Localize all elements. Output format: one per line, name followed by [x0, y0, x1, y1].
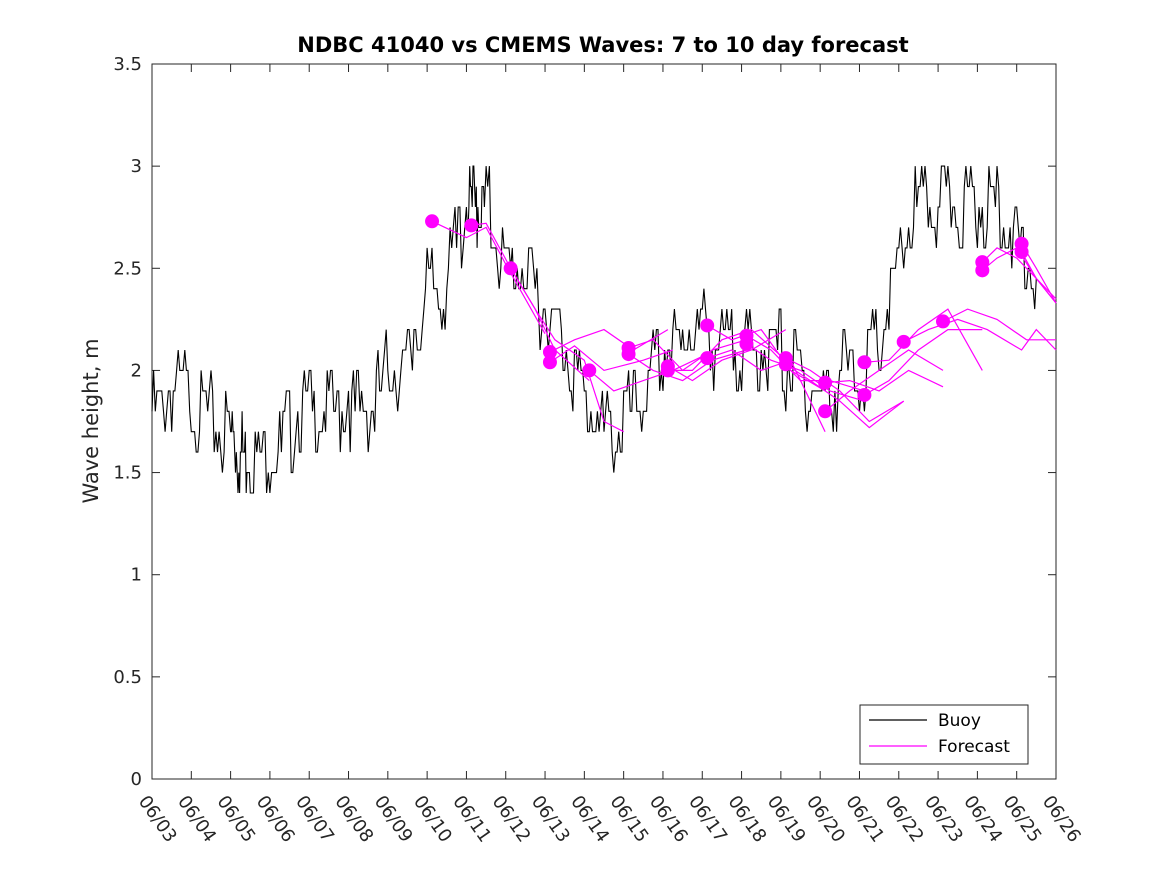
forecast-start-point	[857, 387, 872, 402]
forecast-start-point	[1014, 244, 1029, 259]
y-tick-label: 1	[131, 565, 142, 586]
forecast-start-point	[700, 351, 715, 366]
forecast-start-point	[739, 336, 754, 351]
forecast-line	[549, 345, 673, 372]
legend: Buoy Forecast	[859, 704, 1029, 765]
forecast-start-point	[778, 357, 793, 372]
forecast-line	[785, 357, 905, 423]
y-tick-label: 2.5	[113, 258, 142, 279]
y-tick-label: 3	[131, 156, 142, 177]
forecast-line	[864, 329, 983, 396]
forecast-start-point	[896, 334, 911, 349]
y-tick-label: 0.5	[113, 667, 142, 688]
forecast-start-point	[582, 363, 597, 378]
y-tick-label: 3.5	[113, 54, 142, 75]
forecast-line	[824, 349, 944, 412]
forecast-line	[667, 328, 787, 371]
chart-title: NDBC 41040 vs CMEMS Waves: 7 to 10 day f…	[297, 33, 908, 57]
forecast-start-point	[975, 263, 990, 278]
forecast-line	[549, 328, 669, 353]
forecast-start-point	[818, 375, 833, 390]
forecast-line	[431, 220, 546, 334]
forecast-line	[707, 349, 826, 432]
forecast-line	[825, 369, 944, 392]
y-axis-label: Wave height, m	[79, 338, 103, 503]
forecast-start-point	[621, 347, 636, 362]
forecast-line	[628, 349, 747, 382]
y-tick-label: 1.5	[113, 463, 142, 484]
buoy-line	[151, 165, 1037, 494]
forecast-line	[942, 308, 1056, 341]
y-tick-label: 0	[131, 769, 142, 790]
legend-buoy-label: Buoy	[938, 711, 981, 731]
forecast-start-point	[818, 404, 833, 419]
forecast-line	[1021, 251, 1057, 300]
forecast-start-point	[425, 214, 440, 229]
forecast-start-point	[700, 318, 715, 333]
forecast-line	[746, 335, 865, 392]
legend-forecast-label: Forecast	[938, 737, 1010, 757]
forecast-start-point	[464, 218, 479, 233]
forecast-line	[706, 324, 826, 392]
forecast-start-point	[503, 261, 518, 276]
forecast-line	[785, 363, 905, 429]
forecast-start-point	[542, 345, 557, 360]
forecast-line	[510, 267, 624, 433]
forecast-line	[588, 353, 708, 392]
y-tick-label: 2	[131, 360, 142, 381]
forecast-start-point	[542, 355, 557, 370]
forecast-start-point	[857, 355, 872, 370]
plot-area: 06/0306/0406/0506/0606/0706/0806/0906/10…	[113, 54, 1085, 846]
forecast-line	[746, 343, 865, 402]
forecast-start-point	[936, 314, 950, 329]
forecast-line	[903, 318, 1057, 351]
forecast-line	[667, 329, 787, 382]
forecast-start-point	[660, 363, 675, 378]
legend-box	[859, 704, 1029, 765]
